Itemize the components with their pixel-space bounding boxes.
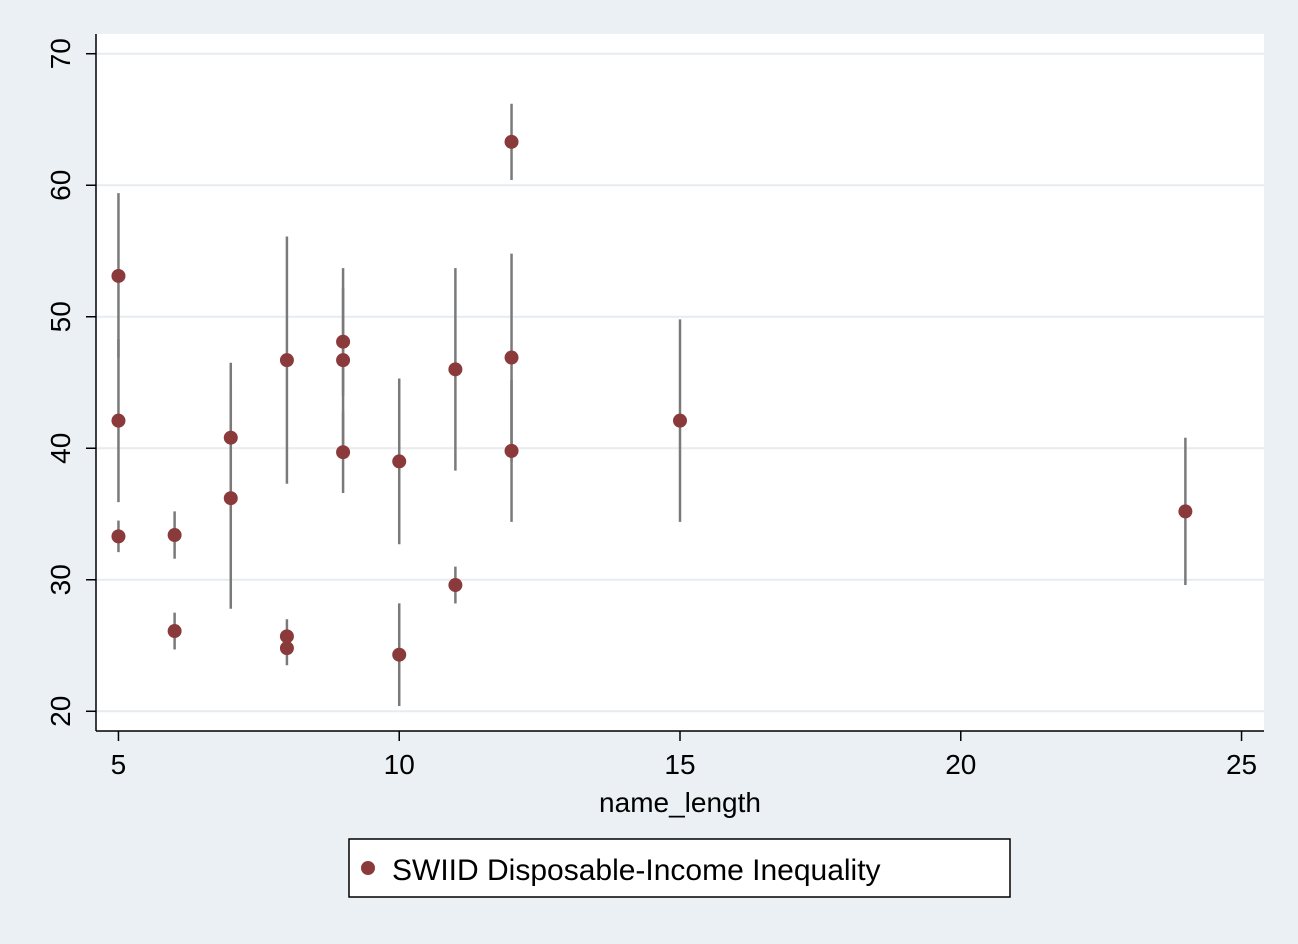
data-point xyxy=(223,491,238,506)
data-point xyxy=(448,578,463,593)
legend: SWIID Disposable-Income Inequality xyxy=(348,838,1011,898)
y-tick-label: 20 xyxy=(45,696,76,727)
x-tick-label: 15 xyxy=(664,749,695,780)
x-tick-label: 25 xyxy=(1226,749,1257,780)
legend-box xyxy=(348,838,1011,898)
y-tick-label: 50 xyxy=(45,301,76,332)
data-point xyxy=(392,454,407,469)
data-point xyxy=(336,353,351,368)
data-point xyxy=(167,624,182,639)
data-point xyxy=(336,445,351,460)
data-point xyxy=(279,641,294,656)
data-point xyxy=(167,528,182,543)
y-tick-label: 70 xyxy=(45,38,76,69)
x-axis-ticks: 5 10 15 20 25 xyxy=(111,731,1257,780)
data-point xyxy=(336,334,351,349)
data-point xyxy=(1178,504,1193,519)
x-tick-label: 20 xyxy=(945,749,976,780)
x-tick-label: 10 xyxy=(384,749,415,780)
y-tick-label: 30 xyxy=(45,564,76,595)
y-tick-label: 40 xyxy=(45,433,76,464)
data-point xyxy=(223,430,238,445)
data-point xyxy=(504,443,519,458)
data-point xyxy=(448,362,463,377)
y-tick-label: 60 xyxy=(45,170,76,201)
data-point xyxy=(504,350,519,365)
x-tick-label: 5 xyxy=(111,749,127,780)
data-points xyxy=(111,134,1193,662)
data-point xyxy=(111,413,126,428)
x-axis-title: name_length xyxy=(599,787,761,818)
data-point xyxy=(392,647,407,662)
data-point xyxy=(279,353,294,368)
legend-label: SWIID Disposable-Income Inequality xyxy=(392,854,881,887)
y-axis-ticks: 20 30 40 50 60 70 xyxy=(45,38,96,727)
data-point xyxy=(111,268,126,283)
data-point xyxy=(673,413,687,428)
data-point xyxy=(504,134,519,149)
data-point xyxy=(111,529,126,544)
data-point xyxy=(279,629,294,644)
legend-marker xyxy=(361,861,375,875)
